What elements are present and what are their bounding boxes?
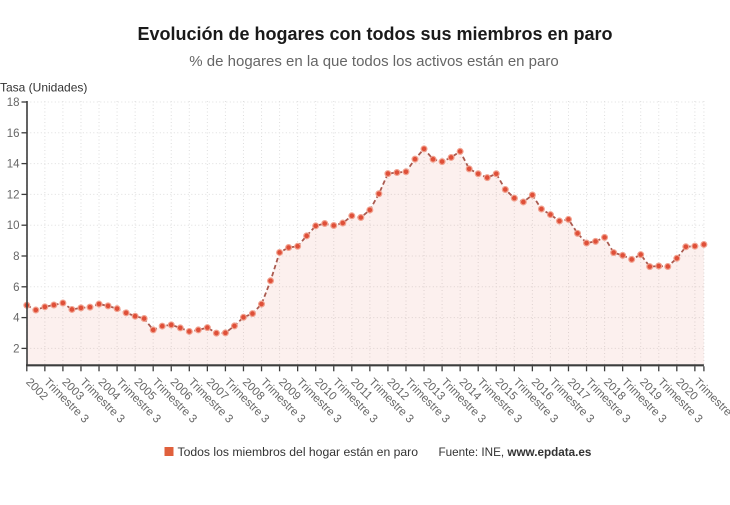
svg-text:Todos los miembros del hogar e: Todos los miembros del hogar están en pa… xyxy=(178,445,419,459)
svg-text:12: 12 xyxy=(7,189,20,201)
svg-text:2: 2 xyxy=(13,343,19,355)
svg-text:Tasa (Unidades): Tasa (Unidades) xyxy=(0,81,87,95)
svg-text:Fuente: INE, www.epdata.es: Fuente: INE, www.epdata.es xyxy=(439,446,592,459)
svg-text:Evolución de hogares con todos: Evolución de hogares con todos sus miemb… xyxy=(137,24,612,44)
svg-text:16: 16 xyxy=(7,128,20,140)
svg-text:4: 4 xyxy=(13,313,20,325)
svg-text:10: 10 xyxy=(7,220,20,232)
svg-text:6: 6 xyxy=(13,282,19,294)
svg-text:8: 8 xyxy=(13,251,19,263)
svg-text:14: 14 xyxy=(7,159,20,171)
svg-text:% de hogares en la que todos l: % de hogares en la que todos los activos… xyxy=(189,53,558,70)
svg-text:18: 18 xyxy=(7,97,20,109)
